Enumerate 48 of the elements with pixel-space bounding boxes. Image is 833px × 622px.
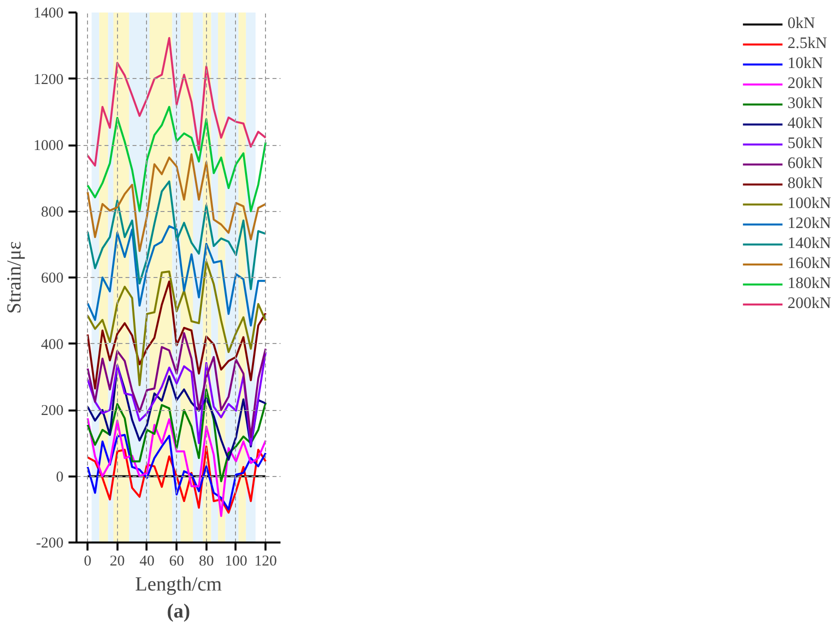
x-tick-label: 60 [169, 554, 184, 570]
y-tick-label: 400 [41, 336, 64, 353]
y-tick-label: 0 [56, 469, 64, 486]
y-tick-label: 1000 [34, 138, 64, 154]
y-tick-label: 800 [41, 204, 64, 220]
text: (a) [166, 600, 190, 622]
x-tick-label: 0 [84, 554, 92, 570]
legend-label: 0kN [787, 15, 815, 33]
legend-label: 2.5kN [787, 35, 827, 53]
line-series [86, 180, 267, 290]
x-tick-label: 80 [198, 554, 214, 570]
line-series [86, 332, 267, 438]
y-tick-label: 200 [41, 403, 64, 419]
line-series [86, 260, 267, 386]
legend-label: 50kN [787, 135, 823, 153]
legend-label: 180kN [787, 275, 831, 293]
legend-label: 120kN [787, 215, 831, 233]
legend-label: 80kN [787, 175, 823, 193]
line-series [86, 417, 267, 517]
line-series [86, 153, 267, 252]
y-tick-label: 1400 [34, 6, 64, 22]
legend-label: 20kN [787, 75, 823, 93]
legend-label: 30kN [787, 95, 823, 113]
legend-label: 40kN [787, 115, 823, 133]
line-series [86, 225, 267, 327]
line-series [86, 280, 267, 390]
x-tick-label: 20 [110, 554, 125, 570]
legend-label: 100kN [787, 195, 831, 213]
line-series [86, 106, 267, 212]
legend-label: 10kN [787, 55, 823, 73]
legend-label: 60kN [787, 155, 823, 173]
line-series [86, 364, 267, 461]
line-series [86, 388, 267, 482]
line-series [86, 37, 267, 167]
legend-label: 160kN [787, 255, 831, 273]
y-tick-label: 600 [41, 270, 64, 286]
legend-label: 200kN [787, 295, 831, 313]
x-tick-label: 100 [224, 554, 248, 570]
y-axis-title: Strain/με [4, 241, 26, 314]
y-tick-label: -200 [36, 536, 64, 552]
x-tick-label: 120 [254, 554, 277, 570]
x-axis-title: Length/cm [135, 574, 222, 596]
line-series [86, 445, 267, 514]
line-series [86, 351, 267, 446]
y-tick-label: 1200 [34, 72, 64, 88]
line-series [86, 434, 267, 510]
x-tick-label: 40 [139, 554, 154, 570]
legend-label: 140kN [787, 235, 831, 253]
